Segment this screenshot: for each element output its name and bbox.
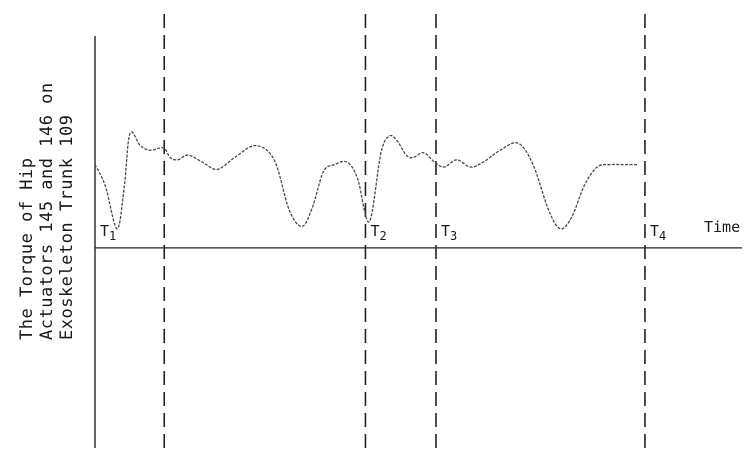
torque-series-line xyxy=(94,131,638,230)
marker-label-t2: T2 xyxy=(370,222,386,243)
y-axis-label: The Torque of Hip Actuators 145 and 146 … xyxy=(17,82,77,340)
marker-label-t3: T3 xyxy=(441,222,457,243)
marker-label-t1: T1 xyxy=(100,222,116,243)
y-axis-label-line-2: Actuators 145 and 146 on xyxy=(37,82,57,340)
y-axis-label-line-1: The Torque of Hip xyxy=(17,158,37,341)
x-axis-label: Time xyxy=(704,218,740,236)
y-axis-label-line-3: Exoskeleton Trunk 109 xyxy=(57,115,77,340)
marker-label-t4: T4 xyxy=(650,222,666,243)
